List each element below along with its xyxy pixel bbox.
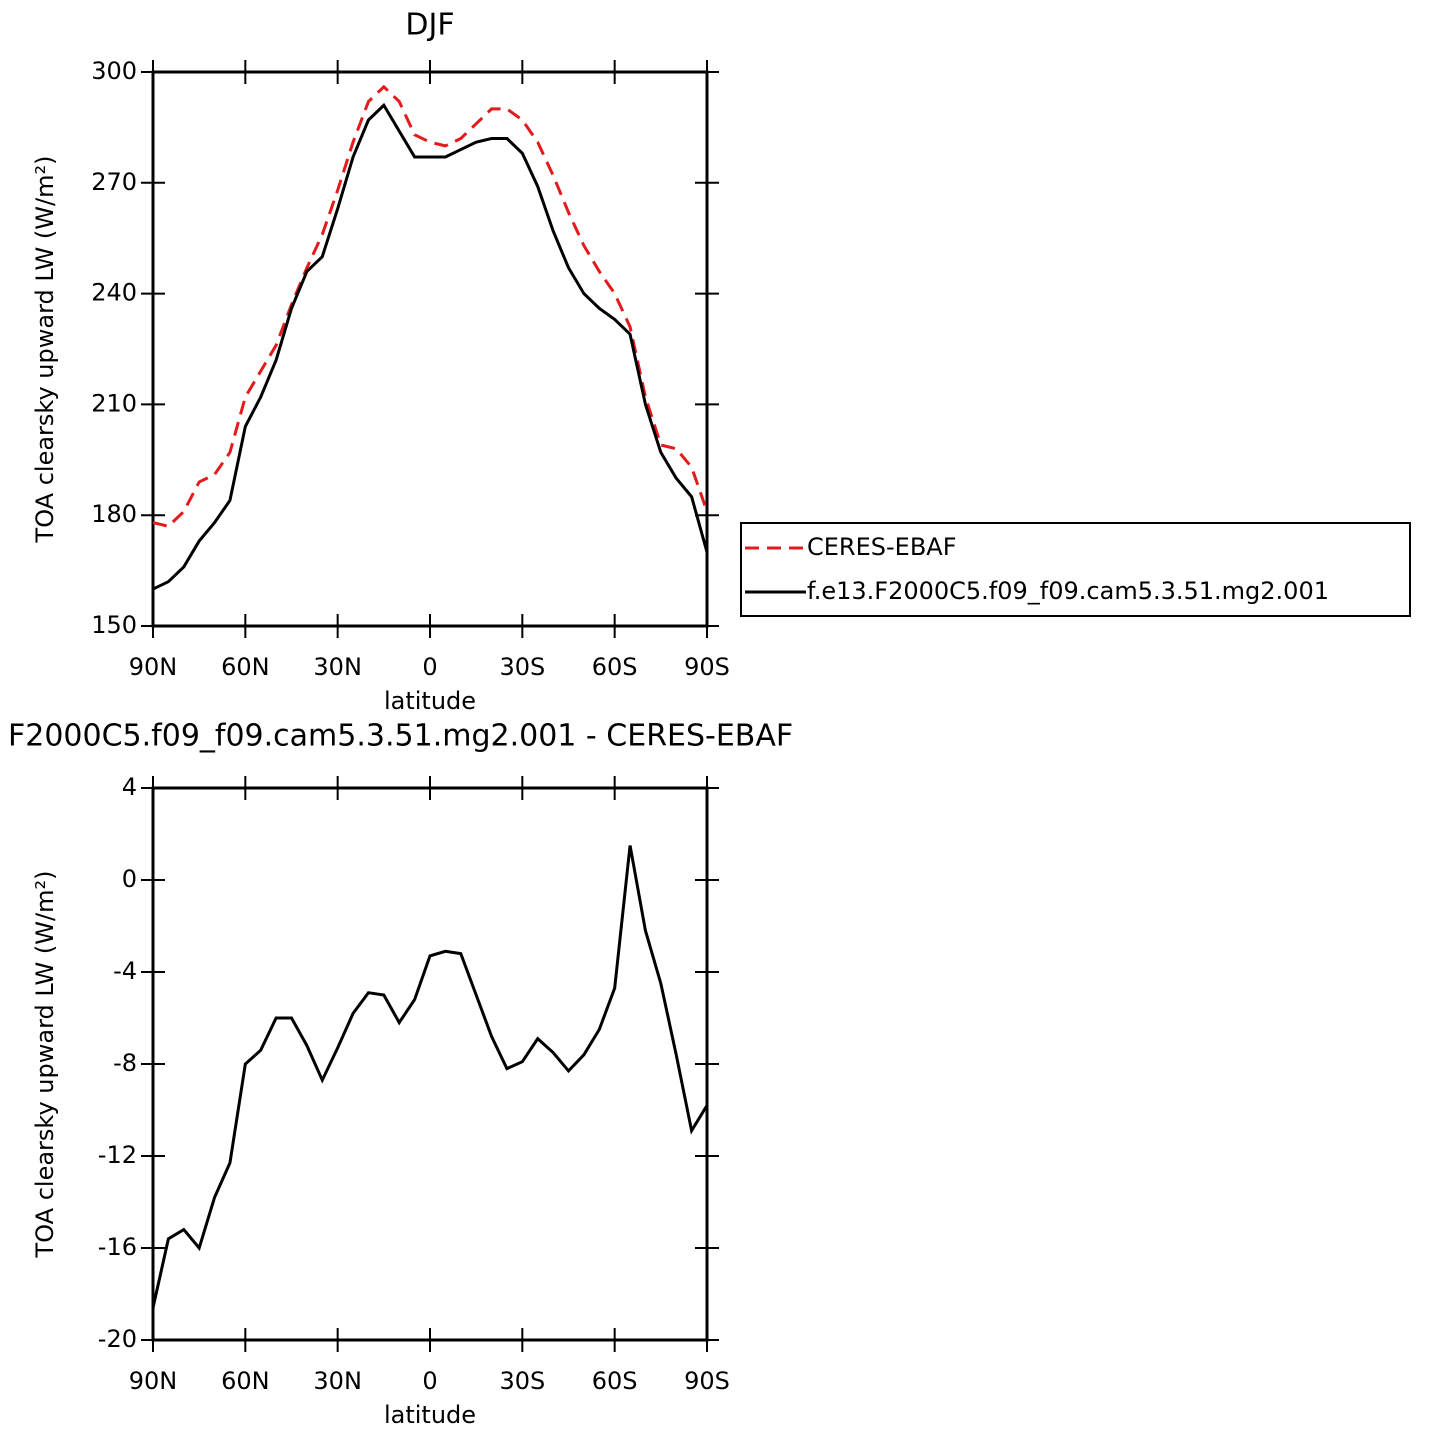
x-tick-label: 30S <box>499 1367 545 1395</box>
y-tick-label: -20 <box>98 1325 137 1353</box>
y-tick-label: -4 <box>113 957 137 985</box>
x-tick-label: 0 <box>422 1367 437 1395</box>
x-tick-label: 90S <box>684 653 730 681</box>
y-tick-label: 150 <box>91 611 137 639</box>
x-tick-label: 90N <box>129 1367 178 1395</box>
y-tick-label: 240 <box>91 279 137 307</box>
plot-frame <box>151 786 709 1342</box>
legend-label: f.e13.F2000C5.f09_f09.cam5.3.51.mg2.001 <box>807 577 1329 605</box>
x-tick-label: 30S <box>499 653 545 681</box>
x-tick-label: 60S <box>592 653 638 681</box>
y-tick-label: -12 <box>98 1141 137 1169</box>
y-axis-label: TOA clearsky upward LW (W/m²) <box>31 871 59 1259</box>
chart-title: DJF <box>405 8 454 43</box>
y-tick-label: 270 <box>91 168 137 196</box>
y-tick-label: 180 <box>91 500 137 528</box>
x-tick-label: 90N <box>129 653 178 681</box>
plot-frame <box>151 70 709 628</box>
x-tick-label: 90S <box>684 1367 730 1395</box>
data-line <box>151 845 709 1309</box>
x-tick-label: 60S <box>592 1367 638 1395</box>
y-tick-label: -16 <box>98 1233 137 1261</box>
data-line <box>152 84 709 528</box>
y-tick-label: 0 <box>122 865 137 893</box>
x-tick-label: 60N <box>221 1367 270 1395</box>
data-line <box>152 102 709 591</box>
chart-title: F2000C5.f09_f09.cam5.3.51.mg2.001 - CERE… <box>8 719 793 754</box>
y-tick-label: 300 <box>91 57 137 85</box>
x-tick-label: 30N <box>313 1367 362 1395</box>
legend-box <box>740 522 1411 617</box>
x-tick-label: 30N <box>313 653 362 681</box>
x-axis-label: latitude <box>384 687 476 715</box>
x-axis-label: latitude <box>384 1401 476 1429</box>
y-tick-label: 210 <box>91 389 137 417</box>
x-tick-label: 0 <box>422 653 437 681</box>
x-tick-label: 60N <box>221 653 270 681</box>
y-tick-label: 4 <box>122 773 137 801</box>
y-axis-label: TOA clearsky upward LW (W/m²) <box>31 156 59 544</box>
legend-label: CERES-EBAF <box>807 533 957 561</box>
y-tick-label: -8 <box>113 1049 137 1077</box>
